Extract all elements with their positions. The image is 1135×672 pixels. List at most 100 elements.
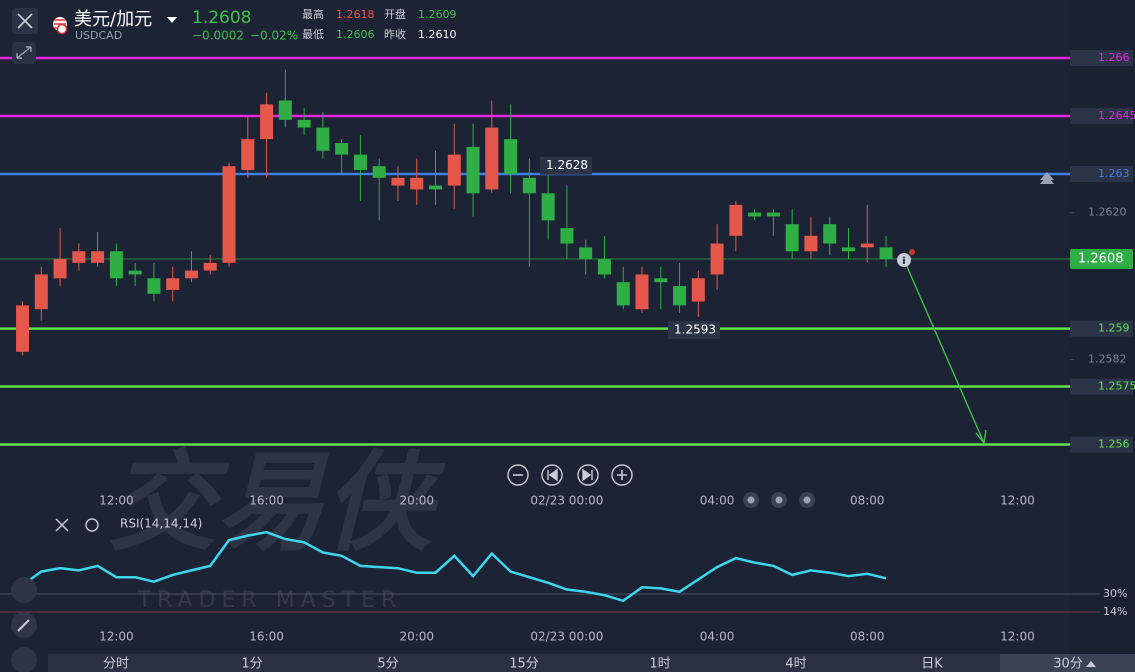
candle-body [278, 100, 292, 120]
x-tick-label: 12:00 [99, 630, 134, 644]
candle-body [841, 247, 855, 252]
timeframe-tab[interactable]: 4时 [785, 657, 806, 672]
candle-body [128, 270, 142, 275]
candle-body [616, 282, 630, 306]
change: −0.0002 [192, 29, 244, 43]
candle-body [560, 228, 574, 244]
timeframe-tab[interactable]: 1时 [649, 657, 670, 672]
candle-body [466, 146, 480, 194]
zoom-in[interactable] [611, 464, 633, 486]
candle-body [391, 177, 405, 186]
timeframe-tab[interactable]: 30分 [1053, 657, 1083, 672]
candle-body [353, 154, 367, 171]
candle-body [16, 305, 30, 352]
candle-body [147, 278, 161, 294]
last-price-bg [1070, 248, 1133, 269]
symbol: USDCAD [75, 29, 122, 42]
nav-controls [507, 464, 815, 508]
x-tick-label: 12:00 [99, 494, 134, 508]
candle-body [579, 247, 593, 259]
stat-label: 昨收 [384, 27, 406, 41]
stat-value: 1.2606 [336, 28, 375, 41]
level-label-bg [1070, 436, 1133, 453]
candle-body [785, 224, 799, 252]
x-tick-label: 02/23 00:00 [530, 494, 603, 508]
candle-body [316, 127, 330, 151]
scroll-end[interactable] [577, 464, 599, 486]
tool-button[interactable] [11, 647, 37, 672]
zoom-out[interactable] [507, 464, 529, 486]
x-tick-label: 16:00 [249, 630, 284, 644]
candle-body [635, 274, 649, 310]
x-tick-label: 08:00 [850, 494, 885, 508]
candle-body [260, 104, 274, 140]
price-annotation: 1.2593 [674, 322, 716, 336]
price-annotation-bg [668, 320, 720, 339]
level-label-bg [1070, 320, 1133, 337]
y-tick-label: 14% [1103, 605, 1127, 618]
candle-body [447, 154, 461, 186]
candle-body [860, 243, 874, 248]
timeframe-bar [48, 654, 1135, 672]
info-icon[interactable] [897, 253, 911, 267]
candle-body [710, 243, 724, 275]
candle-body [691, 278, 705, 302]
candle-body [335, 143, 349, 155]
candle-body [410, 177, 424, 190]
timeframe-tab[interactable]: 日K [921, 657, 943, 672]
pair-dropdown[interactable] [167, 17, 177, 23]
x-tick-label: 08:00 [850, 630, 885, 644]
tab-caret [1086, 661, 1096, 667]
x-tick-label: 20:00 [399, 630, 434, 644]
expand-icon [16, 46, 32, 59]
dot-inner [747, 496, 755, 504]
pair-name[interactable]: 美元/加元 [74, 9, 152, 30]
stat-value: 1.2618 [336, 8, 375, 21]
watermark-en: TRADER MASTER [137, 588, 403, 613]
timeframe-tab[interactable]: 分时 [103, 657, 129, 672]
stats: 最高 1.2618 开盘 1.2609 最低 1.2606 昨收 1.2610 [302, 7, 457, 41]
stat-value: 1.2609 [418, 8, 457, 21]
flag-ca [56, 23, 68, 35]
timeframe-tab[interactable]: 15分 [509, 657, 539, 672]
timeframe-tab[interactable]: 1分 [241, 657, 262, 672]
candle-body [879, 247, 893, 259]
x-tick-label: 12:00 [1000, 494, 1035, 508]
tool-button[interactable] [11, 577, 37, 603]
candle-body [372, 166, 386, 178]
candle-body [53, 258, 67, 279]
price-annotation: 1.2628 [546, 158, 588, 172]
stat-label: 最低 [302, 28, 324, 41]
x-tick-label: 02/23 00:00 [530, 630, 603, 644]
candle-body [203, 262, 217, 271]
header: 美元/加元 USDCAD 1.2608 −0.0002 −0.02% [12, 8, 298, 64]
plot: 1.2620 1.2582 12:00 16:00 20:00 02/23 00:00 04… [0, 49, 1135, 644]
scroll-start[interactable] [541, 464, 563, 486]
candle-body [748, 212, 762, 217]
candle-body [34, 274, 48, 310]
candle-body [823, 224, 837, 244]
level-label-bg [1070, 107, 1133, 124]
candle-body [766, 212, 780, 217]
candle-body [297, 119, 311, 128]
candle-body [597, 258, 611, 275]
y-tick-label: 30% [1103, 587, 1127, 600]
x-tick-label: 04:00 [700, 630, 735, 644]
info-glyph: i [902, 256, 905, 267]
alert-bell[interactable] [1040, 172, 1054, 184]
dot-inner [803, 496, 811, 504]
x-tick-label: 12:00 [1000, 630, 1035, 644]
last-price-label: 1.2608 [1078, 251, 1124, 266]
x-tick-label: 04:00 [700, 494, 735, 508]
candle-body [673, 286, 687, 306]
rsi-settings[interactable] [85, 518, 99, 532]
pen-icon [17, 619, 30, 632]
timeframe-active [1000, 654, 1135, 672]
timeframe-tab[interactable]: 5分 [377, 657, 398, 672]
candle-body [485, 127, 499, 190]
rsi-close[interactable] [55, 518, 69, 532]
candle-body [166, 278, 180, 290]
level-label-bg [1070, 165, 1133, 182]
